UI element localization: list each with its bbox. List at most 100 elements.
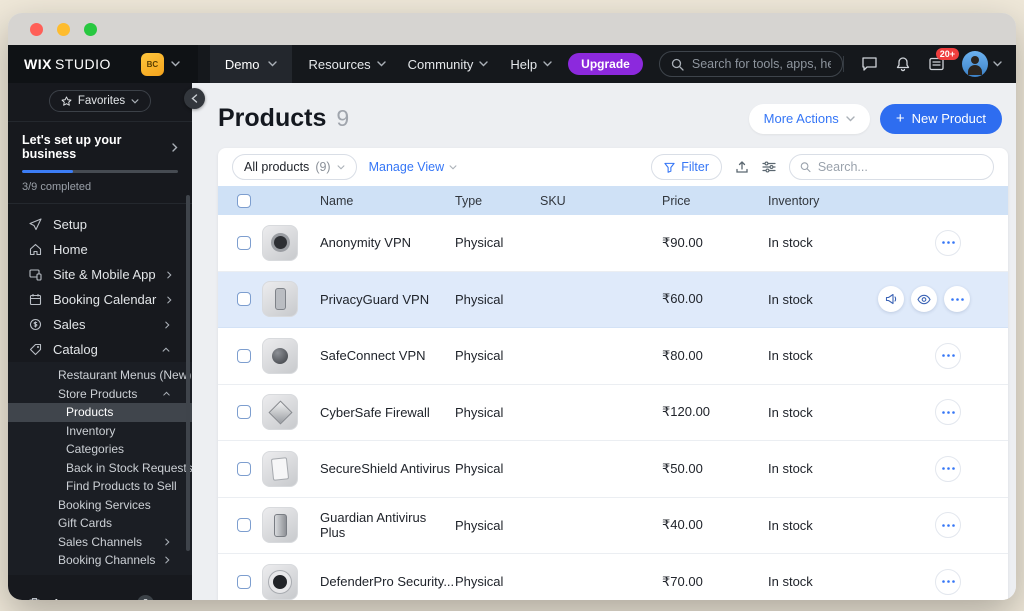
sidebar-item-find-products-to-sell[interactable]: Find Products to Sell xyxy=(8,477,192,496)
sidebar-item-catalog[interactable]: Catalog xyxy=(8,337,192,362)
sidebar-item-booking-services[interactable]: Booking Services xyxy=(8,496,192,515)
updates-inbox-icon[interactable]: 20+ xyxy=(928,48,959,72)
table-search-input[interactable] xyxy=(817,160,983,174)
sidebar-item-booking-calendar[interactable]: Booking Calendar xyxy=(8,287,192,312)
product-type: Physical xyxy=(455,461,504,477)
view-dropdown[interactable]: All products (9) xyxy=(232,154,357,180)
logo-studio-text: STUDIO xyxy=(54,56,111,72)
table-row[interactable]: SecureShield Antivirus Physical ₹50.00 I… xyxy=(218,441,1008,498)
page-title: Products xyxy=(218,104,327,132)
table-row[interactable]: Anonymity VPN Physical ₹90.00 In stock xyxy=(218,215,1008,272)
sidebar-item-label: Booking Services xyxy=(58,497,151,512)
sidebar-item-categories[interactable]: Categories xyxy=(8,440,192,459)
column-header-price[interactable]: Price xyxy=(662,193,691,208)
zoom-window-button[interactable] xyxy=(84,22,97,36)
sidebar-item-sales[interactable]: Sales xyxy=(8,312,192,337)
sidebar-item-products[interactable]: Products xyxy=(8,403,192,422)
sidebar-item-label: Home xyxy=(53,242,88,257)
table-row[interactable]: DefenderPro Security... Physical ₹70.00 … xyxy=(218,554,1008,600)
row-more-actions-button[interactable] xyxy=(944,286,970,313)
menu-item-help[interactable]: Help xyxy=(499,45,563,83)
setup-progress-fill xyxy=(22,170,74,173)
row-more-actions-button[interactable] xyxy=(935,342,961,369)
product-inventory: In stock xyxy=(768,348,813,364)
close-window-button[interactable] xyxy=(30,22,43,36)
column-header-name[interactable]: Name xyxy=(320,193,354,208)
sidebar-item-back-in-stock-requests[interactable]: Back in Stock Requests xyxy=(8,459,193,478)
sidebar-item-sales-channels[interactable]: Sales Channels xyxy=(8,533,192,552)
chevron-right-icon xyxy=(166,271,172,279)
column-header-sku[interactable]: SKU xyxy=(540,193,566,208)
row-checkbox[interactable] xyxy=(237,235,251,250)
favorites-dropdown[interactable]: Favorites xyxy=(48,90,152,112)
row-checkbox[interactable] xyxy=(237,518,251,533)
sidebar-item-home[interactable]: Home xyxy=(8,237,192,262)
sidebar-scrollbar[interactable] xyxy=(186,195,190,551)
new-product-button[interactable]: + New Product xyxy=(879,103,1002,134)
select-all-checkbox[interactable] xyxy=(237,193,251,208)
site-badge-chevron-down-icon[interactable] xyxy=(171,61,180,67)
row-more-actions-button[interactable] xyxy=(935,512,961,539)
sidebar-item-site-mobile-app[interactable]: Site & Mobile App xyxy=(8,262,192,287)
product-price: ₹60.00 xyxy=(662,291,703,307)
catalog-submenu: Restaurant Menus (New) Store Products Pr… xyxy=(8,362,193,575)
sidebar-item-store-products[interactable]: Store Products xyxy=(8,385,192,404)
promote-button[interactable] xyxy=(878,286,904,313)
setup-progress-card[interactable]: Let's set up your business 3/9 completed xyxy=(8,121,192,204)
table-row[interactable]: SafeConnect VPN Physical ₹80.00 In stock xyxy=(218,328,1008,385)
minimize-window-button[interactable] xyxy=(57,22,70,36)
sidebar-item-inventory[interactable]: Inventory xyxy=(8,422,192,441)
sidebar-collapse-button[interactable] xyxy=(184,88,205,109)
menu-label: Help xyxy=(510,56,538,72)
global-search-input[interactable] xyxy=(691,57,831,71)
table-search[interactable] xyxy=(789,154,994,180)
sidebar-item-booking-channels[interactable]: Booking Channels xyxy=(8,551,192,570)
sidebar-item-setup[interactable]: Setup xyxy=(8,212,192,237)
row-checkbox[interactable] xyxy=(237,405,251,420)
preview-button[interactable] xyxy=(911,286,937,313)
wix-studio-logo[interactable]: WIX STUDIO BC xyxy=(8,45,198,83)
table-row[interactable]: Guardian Antivirus Plus Physical ₹40.00 … xyxy=(218,497,1008,554)
upgrade-button[interactable]: Upgrade xyxy=(568,53,643,75)
table-row[interactable]: CyberSafe Firewall Physical ₹120.00 In s… xyxy=(218,384,1008,441)
devices-icon xyxy=(28,268,42,281)
site-tab-demo[interactable]: Demo xyxy=(209,45,292,83)
sidebar-item-gift-cards[interactable]: Gift Cards xyxy=(8,514,192,533)
global-search[interactable] xyxy=(658,51,843,77)
column-header-type[interactable]: Type xyxy=(455,193,483,208)
row-checkbox[interactable] xyxy=(237,348,251,363)
sidebar-item-label: Sales xyxy=(53,317,86,332)
star-icon xyxy=(61,95,72,106)
row-more-actions-button[interactable] xyxy=(935,399,961,426)
chat-icon[interactable] xyxy=(861,56,878,72)
sidebar-nav: Setup Home Site & Mobile App Booking Cal… xyxy=(8,204,193,600)
export-icon[interactable] xyxy=(735,160,749,174)
row-more-actions-button[interactable] xyxy=(935,229,961,256)
account-menu[interactable] xyxy=(962,51,1002,77)
row-more-actions-button[interactable] xyxy=(935,455,961,482)
row-more-actions-button[interactable] xyxy=(935,568,961,595)
home-icon xyxy=(28,243,42,256)
table-settings-icon[interactable] xyxy=(762,161,776,173)
manage-view-link[interactable]: Manage View xyxy=(369,160,458,174)
notifications-bell-icon[interactable] xyxy=(895,56,911,72)
site-badge[interactable]: BC xyxy=(140,52,164,76)
column-header-inventory[interactable]: Inventory xyxy=(768,193,820,208)
row-checkbox[interactable] xyxy=(237,292,251,307)
product-price: ₹80.00 xyxy=(662,347,703,363)
row-checkbox[interactable] xyxy=(237,461,251,476)
product-inventory: In stock xyxy=(768,235,813,251)
sidebar-item-restaurant-menus[interactable]: Restaurant Menus (New) xyxy=(8,366,192,385)
site-tab-label: Demo xyxy=(224,56,260,72)
more-actions-button[interactable]: More Actions xyxy=(748,103,870,134)
menu-item-community[interactable]: Community xyxy=(397,45,500,83)
favorites-label: Favorites xyxy=(77,95,126,107)
product-thumbnail xyxy=(262,450,298,487)
menu-item-resources[interactable]: Resources xyxy=(298,45,397,83)
table-row[interactable]: PrivacyGuard VPN Physical ₹60.00 In stoc… xyxy=(218,271,1008,328)
product-price: ₹50.00 xyxy=(662,460,703,476)
product-table-body: Anonymity VPN Physical ₹90.00 In stock P… xyxy=(218,215,1008,600)
sidebar-item-apps[interactable]: Apps 2 xyxy=(8,589,192,600)
filter-button[interactable]: Filter xyxy=(651,154,722,180)
row-checkbox[interactable] xyxy=(237,574,251,589)
